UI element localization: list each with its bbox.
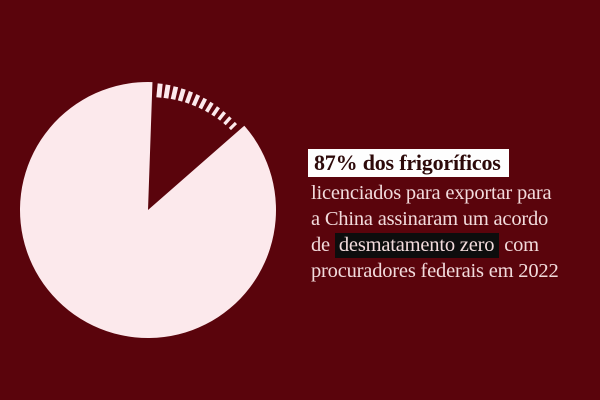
gap-hatch-tick [211, 106, 220, 117]
caption-headline-row: 87% dos frigoríficos [308, 149, 593, 177]
gap-hatch-tick [163, 84, 171, 99]
gap-hatch-tick [156, 83, 163, 98]
caption-line-2: licenciados para exportar para [311, 182, 552, 204]
gap-hatch-tick [217, 111, 227, 121]
desmatamento-zero-highlight: desmatamento zero [334, 233, 500, 258]
headline-highlight: 87% dos frigoríficos [308, 149, 509, 177]
caption-line-4: de desmatamento zero com [308, 232, 593, 258]
gap-hatch-tick [198, 97, 208, 110]
caption-line-4-post: com [499, 234, 539, 256]
gap-hatch-tick [170, 86, 179, 100]
gap-hatch-tick [191, 94, 201, 107]
pie-slice-87pct [20, 82, 277, 339]
gap-hatch-tick [223, 116, 232, 126]
caption-line-4-pre: de [311, 234, 335, 256]
pie-chart [20, 82, 277, 339]
caption-line-3: a China assinaram um acordo [311, 208, 549, 230]
caption-block: 87% dos frigoríficos licenciados para ex… [308, 149, 593, 284]
caption-line-5: procuradores federais em 2022 [311, 260, 559, 282]
gap-hatch-tick [184, 91, 193, 104]
gap-hatch-tick [204, 101, 214, 113]
gap-hatch-tick [228, 121, 238, 131]
gap-hatch-tick [177, 88, 186, 102]
